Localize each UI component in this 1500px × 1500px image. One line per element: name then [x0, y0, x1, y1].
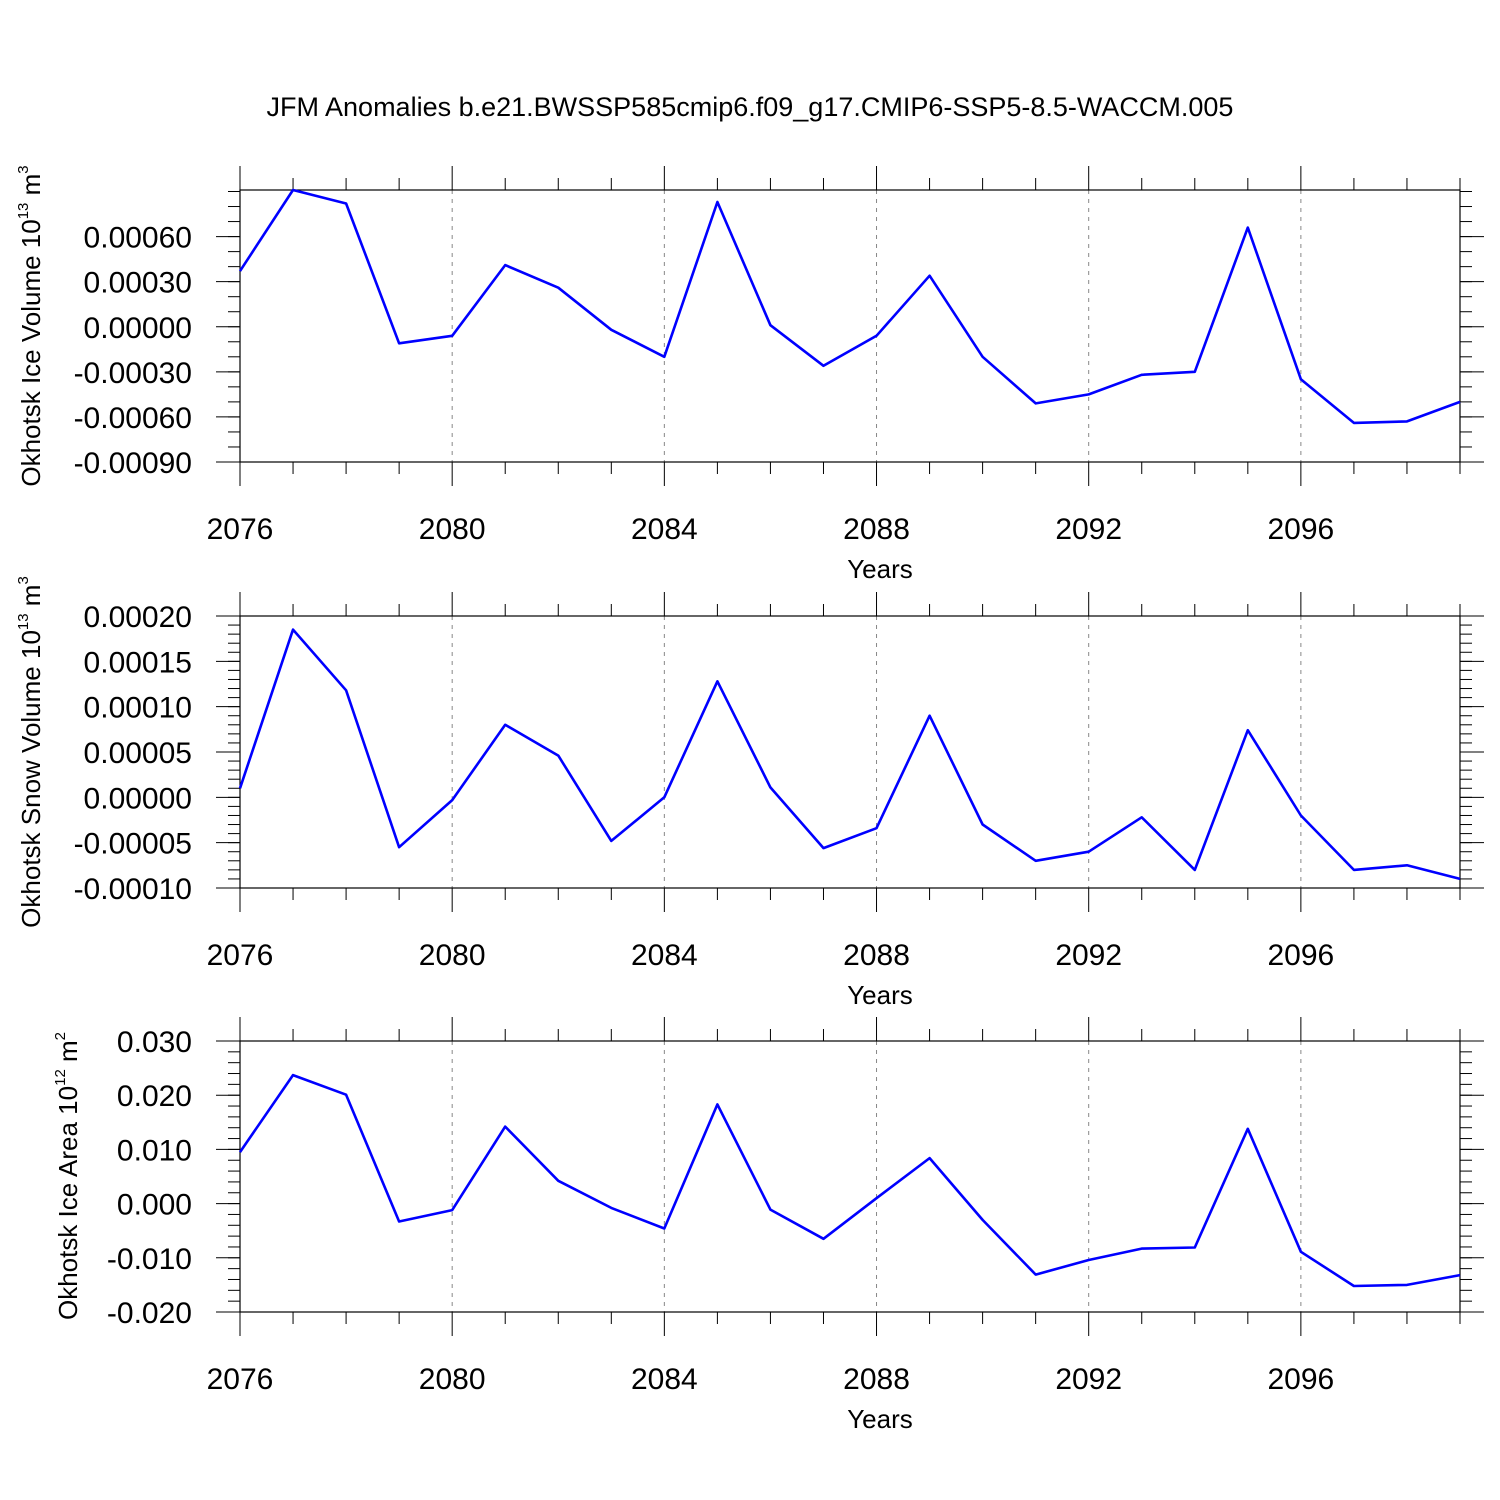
y-tick-label: 0.00020: [84, 601, 192, 634]
plot-frame: [239, 189, 1461, 463]
y-tick-label: 0.00000: [84, 312, 192, 345]
x-tick-label: 2096: [1267, 513, 1334, 546]
y-tick-label: -0.00005: [74, 828, 192, 861]
y-tick-label: 0.00005: [84, 737, 192, 770]
series-line: [238, 1073, 1461, 1288]
x-tick-label: 2084: [631, 939, 698, 972]
x-tick-label: 2092: [1055, 939, 1122, 972]
x-tick-label: 2084: [631, 513, 698, 546]
y-tick-label: -0.020: [107, 1297, 192, 1330]
x-axis-label: Years: [847, 1404, 913, 1434]
series-line: [238, 628, 1461, 881]
series-line: [238, 188, 1461, 425]
y-tick-label: -0.010: [107, 1243, 192, 1276]
x-tick-label: 2080: [419, 513, 486, 546]
x-tick-label: 2080: [419, 1363, 486, 1396]
y-tick-label: -0.00010: [74, 873, 192, 906]
y-tick-label: 0.00030: [84, 267, 192, 300]
panel-ice-area: 2076 2080 2084 2088 2092 2096 Years 0.030 0.020 0…: [52, 1017, 1484, 1434]
y-tick-label: 0.00000: [84, 782, 192, 815]
panel-snow-volume: 2076 2080 2084 2088 2092 2096 Years 0.00020 0.00…: [15, 576, 1484, 1010]
x-tick-label: 2088: [843, 513, 910, 546]
x-tick-label: 2076: [207, 1363, 274, 1396]
y-tick-label: 0.00010: [84, 692, 192, 725]
y-axis-label: Okhotsk Snow Volume 1013 m3: [15, 576, 46, 928]
y-axis-label: Okhotsk Ice Volume 1013 m3: [15, 165, 46, 486]
x-tick-label: 2096: [1267, 939, 1334, 972]
y-tick-label: -0.00030: [74, 357, 192, 390]
y-tick-label: 0.00015: [84, 646, 192, 679]
x-tick-label: 2092: [1055, 1363, 1122, 1396]
x-tick-label: 2092: [1055, 513, 1122, 546]
x-tick-label: 2080: [419, 939, 486, 972]
chart-title: JFM Anomalies b.e21.BWSSP585cmip6.f09_g1…: [267, 92, 1234, 122]
panel-ice-volume: 2076 2080 2084 2088 2092 2096 Years 0.00060 0.00…: [15, 165, 1484, 584]
x-tick-label: 2096: [1267, 1363, 1334, 1396]
y-axis-label: Okhotsk Ice Area 1012 m2: [52, 1032, 83, 1320]
x-tick-label: 2084: [631, 1363, 698, 1396]
x-tick-label: 2076: [207, 513, 274, 546]
plot-frame: [239, 1040, 1461, 1313]
y-tick-label: 0.000: [117, 1189, 192, 1222]
x-axis-label: Years: [847, 554, 913, 584]
y-tick-label: -0.00060: [74, 402, 192, 435]
y-tick-label: 0.010: [117, 1134, 192, 1167]
plot-frame: [239, 615, 1461, 889]
y-tick-label: 0.00060: [84, 222, 192, 255]
y-tick-label: -0.00090: [74, 447, 192, 480]
x-axis-label: Years: [847, 980, 913, 1010]
y-tick-label: 0.020: [117, 1080, 192, 1113]
x-tick-label: 2088: [843, 939, 910, 972]
x-tick-label: 2088: [843, 1363, 910, 1396]
y-tick-label: 0.030: [117, 1026, 192, 1059]
x-tick-label: 2076: [207, 939, 274, 972]
